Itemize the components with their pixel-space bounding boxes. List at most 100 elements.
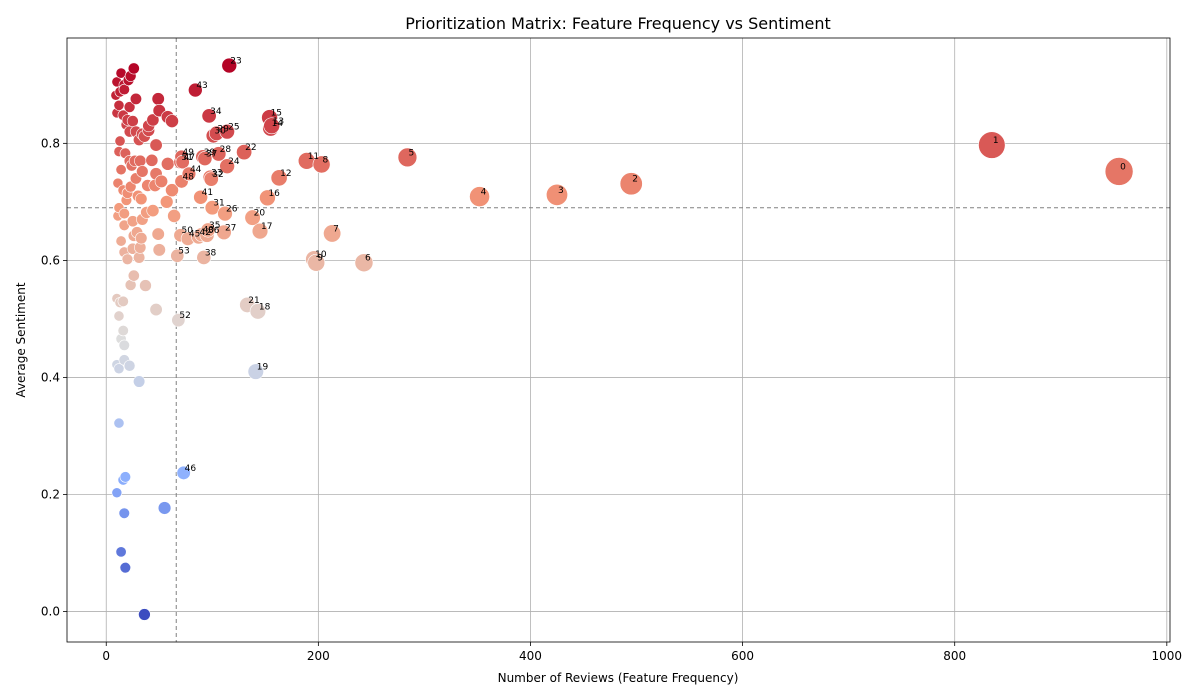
point-label: 36 xyxy=(208,226,220,236)
y-tick-label: 0.0 xyxy=(41,605,60,619)
data-point-31 xyxy=(204,200,220,216)
data-point xyxy=(160,157,175,171)
data-point-9 xyxy=(307,253,326,272)
point-label: 21 xyxy=(248,296,259,306)
point-label: 53 xyxy=(178,247,189,257)
point-label: 12 xyxy=(280,169,291,179)
data-point xyxy=(115,235,127,247)
point-label: 19 xyxy=(257,363,269,373)
point-label: 29 xyxy=(218,124,230,134)
point-label: 27 xyxy=(225,223,236,233)
point-label: 48 xyxy=(183,172,195,182)
data-point-13 xyxy=(263,117,281,135)
point-label: 28 xyxy=(220,145,232,155)
data-point xyxy=(118,83,130,96)
point-label: 20 xyxy=(254,209,266,219)
data-point-41 xyxy=(193,189,208,205)
point-label: 32 xyxy=(212,170,223,180)
point-label: 35 xyxy=(209,221,220,231)
point-label: 39 xyxy=(204,148,216,158)
x-tick-label: 600 xyxy=(731,649,754,663)
point-label: 41 xyxy=(202,188,213,198)
point-label: 25 xyxy=(228,123,239,133)
data-point-47 xyxy=(175,155,190,170)
point-label: 46 xyxy=(185,464,197,474)
data-point-3 xyxy=(546,183,568,206)
data-point xyxy=(115,546,127,558)
data-point-12 xyxy=(270,169,288,187)
point-label: 8 xyxy=(323,155,329,165)
y-tick-label: 0.4 xyxy=(41,370,60,384)
point-label: 14 xyxy=(272,119,284,129)
data-point-0 xyxy=(1104,157,1134,186)
y-tick-label: 0.6 xyxy=(41,253,60,267)
plot-frame xyxy=(66,37,1171,643)
point-label: 51 xyxy=(181,153,192,163)
point-label: 44 xyxy=(190,165,202,175)
data-point xyxy=(149,138,163,152)
data-point xyxy=(127,269,140,282)
point-label: 2 xyxy=(632,175,638,185)
data-point xyxy=(115,164,127,176)
data-point-20 xyxy=(244,209,261,226)
point-label: 3 xyxy=(558,186,564,196)
x-tick-label: 200 xyxy=(307,649,330,663)
data-point xyxy=(151,227,165,241)
data-point xyxy=(113,310,125,322)
y-tick-label: 0.2 xyxy=(41,488,60,502)
point-label: 11 xyxy=(308,152,319,162)
point-label: 33 xyxy=(211,168,222,178)
data-point xyxy=(129,92,142,105)
data-point xyxy=(134,154,147,168)
data-point-37 xyxy=(197,151,213,166)
data-point xyxy=(111,487,123,499)
y-axis-title: Average Sentiment xyxy=(14,282,28,397)
point-label: 38 xyxy=(205,248,217,258)
data-point xyxy=(145,153,159,167)
point-label: 22 xyxy=(245,143,256,153)
data-point xyxy=(159,195,174,209)
point-label: 10 xyxy=(315,250,327,260)
point-label: 34 xyxy=(210,107,222,117)
data-point-22 xyxy=(236,144,253,161)
data-point-27 xyxy=(216,224,232,241)
data-point xyxy=(136,165,149,178)
data-point xyxy=(113,99,125,111)
data-point-43 xyxy=(188,82,203,98)
data-point-2 xyxy=(619,172,643,196)
data-point-23 xyxy=(221,57,238,74)
point-label: 40 xyxy=(203,226,215,236)
data-points xyxy=(110,57,1134,621)
data-point xyxy=(133,375,146,388)
data-point-16 xyxy=(259,189,276,207)
point-label: 16 xyxy=(268,189,280,199)
data-point xyxy=(157,501,172,515)
data-point-34 xyxy=(201,108,217,124)
x-axis-ticks: 0 200 400 600 800 1000 xyxy=(102,642,1182,663)
data-point xyxy=(121,253,134,265)
point-label: 5 xyxy=(408,148,414,158)
data-point xyxy=(118,507,130,519)
data-point-32 xyxy=(203,171,219,187)
data-point-8 xyxy=(312,155,331,174)
data-point-17 xyxy=(251,222,269,240)
point-label: 37 xyxy=(206,150,217,160)
data-point xyxy=(119,471,132,483)
data-point xyxy=(114,135,126,147)
data-point-4 xyxy=(469,186,490,207)
point-label: 6 xyxy=(365,254,371,264)
reference-lines xyxy=(67,38,1170,642)
data-point-46 xyxy=(176,465,191,480)
data-point-7 xyxy=(323,224,342,243)
data-point xyxy=(138,608,151,621)
point-label: 24 xyxy=(228,157,240,167)
point-label: 52 xyxy=(179,311,190,321)
data-point xyxy=(119,561,132,574)
data-point-53 xyxy=(170,248,185,263)
point-label: 9 xyxy=(317,254,323,264)
data-point xyxy=(165,183,179,198)
data-point xyxy=(167,209,182,223)
data-point-19 xyxy=(247,363,264,380)
data-point xyxy=(165,114,179,128)
